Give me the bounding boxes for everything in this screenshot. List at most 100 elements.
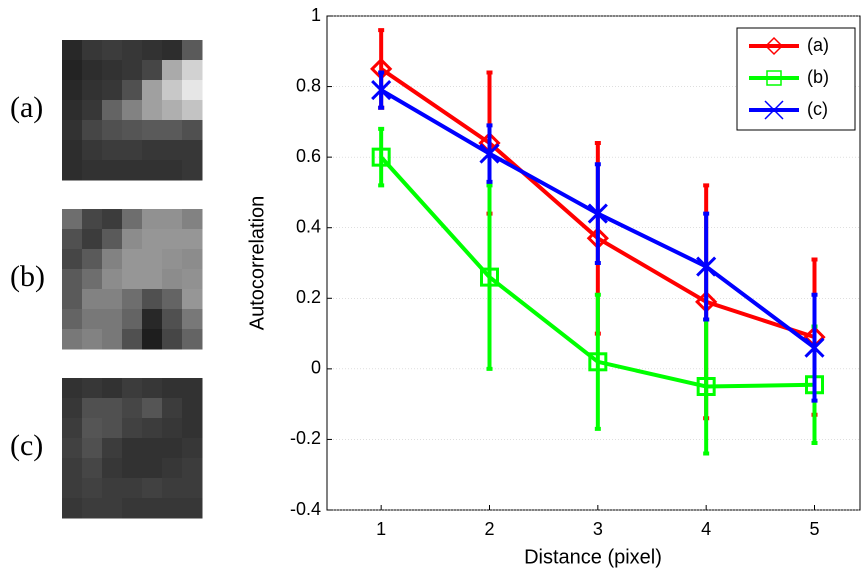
pixel: [62, 269, 83, 290]
pixel: [102, 418, 123, 439]
pixel: [102, 289, 123, 310]
pixel: [62, 60, 83, 81]
marker: [480, 267, 499, 287]
pixel: [122, 100, 143, 121]
pixel: [62, 160, 83, 181]
marker: [371, 147, 391, 167]
pixel: [162, 438, 183, 459]
pixel: [122, 120, 143, 141]
marker: [371, 80, 392, 101]
pixel: [82, 160, 103, 181]
pixel: [102, 140, 123, 161]
marker: [587, 203, 608, 224]
pixel: [122, 398, 143, 419]
pixel: [142, 329, 163, 350]
pixel: [82, 398, 103, 419]
pixel: [62, 329, 83, 350]
pixel: [102, 120, 123, 141]
pixel: [122, 160, 143, 181]
y-axis-label: Autocorrelation: [246, 196, 268, 331]
pixel: [182, 40, 203, 61]
pixel: [162, 120, 183, 141]
pixel: [102, 100, 123, 121]
legend-marker: [764, 36, 784, 56]
pixel: [102, 438, 123, 459]
marker: [696, 377, 716, 396]
pixel: [102, 309, 123, 330]
pixel: [162, 478, 183, 499]
pixel: [142, 269, 163, 290]
pixel: [62, 120, 83, 141]
pixel: [122, 498, 143, 519]
pixel: [62, 100, 83, 121]
pixel: [82, 40, 103, 61]
pixel: [142, 418, 163, 439]
pixel: [122, 289, 143, 310]
pixel: [102, 398, 123, 419]
series-line: [379, 155, 815, 389]
pixel: [182, 249, 203, 270]
pixel: [162, 398, 183, 419]
pixel: [82, 309, 103, 330]
pixel: [142, 289, 163, 310]
pixel: [182, 498, 203, 519]
pixel: [142, 398, 163, 419]
pixel: [82, 209, 103, 230]
pixel: [182, 398, 203, 419]
pixel: [182, 100, 203, 121]
pixel: [102, 329, 123, 350]
marker: [804, 337, 825, 358]
pixel: [182, 209, 203, 230]
pixel: [182, 289, 203, 310]
pixel: [122, 40, 143, 61]
pixel: [182, 269, 203, 290]
pixel: [122, 229, 143, 250]
panel-label: (b): [10, 260, 45, 293]
pixel: [162, 160, 183, 181]
pixel: [142, 498, 163, 519]
pixel: [122, 438, 143, 459]
pixel: [102, 378, 123, 399]
pixel: [82, 249, 103, 270]
legend-marker: [766, 70, 782, 86]
pixel: [122, 249, 143, 270]
pixel: [182, 378, 203, 399]
pixel: [62, 80, 83, 101]
pixel: [142, 478, 163, 499]
pixel: [162, 140, 183, 161]
pixel: [102, 458, 123, 479]
panel-label: (a): [10, 91, 43, 124]
pixel: [82, 140, 103, 161]
pixel: [62, 309, 83, 330]
pixel: [82, 289, 103, 310]
pixel: [62, 209, 83, 230]
pixel: [142, 209, 163, 230]
pixel: [142, 40, 163, 61]
pixel: [62, 478, 83, 499]
pixel: [162, 40, 183, 61]
pixel: [182, 478, 203, 499]
pixel: [142, 100, 163, 121]
x-tick-label: 2: [484, 519, 494, 539]
x-tick-label: 1: [376, 519, 386, 539]
pixel: [142, 249, 163, 270]
y-tick-label: 0.6: [296, 146, 321, 166]
pixel: [142, 140, 163, 161]
pixel: [142, 160, 163, 181]
pixel: [82, 418, 103, 439]
y-tick-label: 1: [311, 5, 321, 25]
pixel: [102, 80, 123, 101]
panel-label: (c): [10, 429, 43, 462]
legend-entry: (c): [749, 99, 828, 120]
pixel: [102, 40, 123, 61]
pixel: [62, 249, 83, 270]
pixel: [182, 140, 203, 161]
pixel: [142, 229, 163, 250]
pixel: [102, 498, 123, 519]
pixel: [82, 438, 103, 459]
x-tick-label: 4: [701, 519, 711, 539]
pixel: [122, 478, 143, 499]
y-tick-label: 0.4: [296, 216, 321, 236]
pixel: [182, 458, 203, 479]
pixel: [182, 120, 203, 141]
